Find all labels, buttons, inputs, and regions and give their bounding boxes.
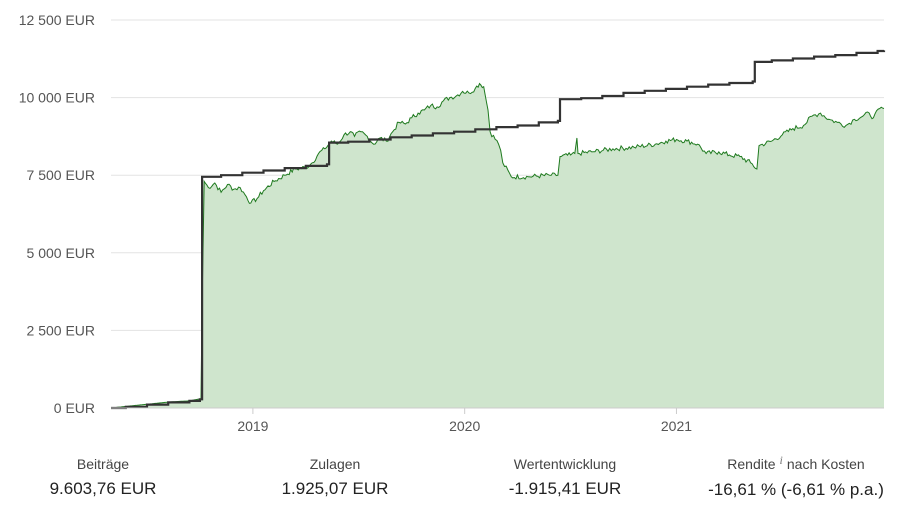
summary-stats: Beiträge 9.603,76 EUR Zulagen 1.925,07 E… [0, 453, 909, 505]
stat-label-suffix: nach Kosten [786, 456, 865, 472]
stat-value: 1.925,07 EUR [281, 479, 389, 498]
info-icon[interactable]: i [779, 453, 783, 467]
y-tick-label: 12 500 EUR [19, 12, 95, 28]
stat-wertentwicklung: Wertentwicklung -1.915,41 EUR [455, 455, 675, 502]
stat-label: Zulagen [309, 456, 361, 472]
stat-value: 9.603,76 EUR [49, 479, 157, 498]
stat-beitraege: Beiträge 9.603,76 EUR [0, 455, 213, 502]
stat-label: Rendite i nach Kosten [686, 453, 906, 474]
y-tick-label: 5 000 EUR [27, 245, 95, 261]
stat-zulagen: Zulagen 1.925,07 EUR [225, 455, 445, 502]
y-tick-label: 10 000 EUR [19, 90, 95, 106]
stat-label-text: Rendite [727, 456, 776, 472]
x-tick-label: 2021 [661, 418, 692, 434]
performance-chart: 0 EUR 2 500 EUR 5 000 EUR 7 500 EUR 10 000 E… [19, 12, 886, 434]
contributions-step-line [111, 49, 886, 410]
x-axis-labels: 2019 2020 2021 [237, 408, 692, 434]
stat-label: Wertentwicklung [513, 456, 617, 472]
y-tick-label: 0 EUR [54, 400, 95, 416]
y-axis-labels: 0 EUR 2 500 EUR 5 000 EUR 7 500 EUR 10 000 E… [19, 12, 95, 416]
stat-rendite: Rendite i nach Kosten -16,61 % (-6,61 % p.… [686, 453, 906, 503]
stat-label: Beiträge [76, 456, 130, 472]
x-tick-label: 2019 [237, 418, 268, 434]
stat-value: -16,61 % (-6,61 % p.a.) [708, 480, 884, 499]
portfolio-value-line [110, 82, 885, 409]
x-tick-label: 2020 [449, 418, 480, 434]
portfolio-value-area [111, 83, 884, 408]
y-tick-label: 7 500 EUR [27, 167, 95, 183]
stat-value: -1.915,41 EUR [508, 479, 622, 498]
y-tick-label: 2 500 EUR [27, 322, 95, 338]
